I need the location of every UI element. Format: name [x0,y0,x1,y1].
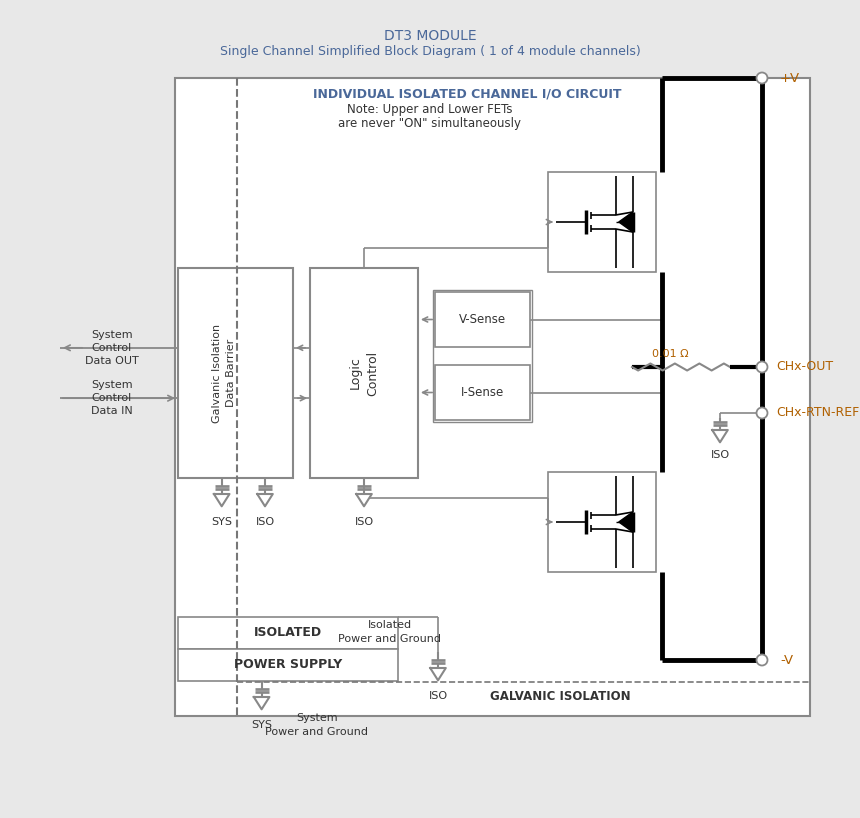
Circle shape [757,654,767,666]
Text: GALVANIC ISOLATION: GALVANIC ISOLATION [489,690,630,703]
Text: System
Power and Ground: System Power and Ground [265,713,368,736]
Text: SYS: SYS [251,720,272,730]
Polygon shape [430,668,445,681]
Text: ISO: ISO [354,517,373,527]
Text: ISO: ISO [255,517,274,527]
FancyBboxPatch shape [435,365,530,420]
Text: I-Sense: I-Sense [461,386,504,399]
FancyBboxPatch shape [178,617,398,649]
FancyBboxPatch shape [178,649,398,681]
Circle shape [757,362,767,372]
Circle shape [757,407,767,419]
Text: 0.01 Ω: 0.01 Ω [652,349,688,359]
Text: Note: Upper and Lower FETs: Note: Upper and Lower FETs [347,104,513,116]
FancyBboxPatch shape [178,268,293,478]
Text: SYS: SYS [212,517,232,527]
Text: CHx-OUT: CHx-OUT [776,361,833,374]
Text: Galvanic Isolation
Data Barrier: Galvanic Isolation Data Barrier [212,323,236,423]
Text: ISOLATED: ISOLATED [254,627,322,640]
FancyBboxPatch shape [175,78,810,716]
FancyBboxPatch shape [548,172,656,272]
Polygon shape [618,212,633,232]
Text: Single Channel Simplified Block Diagram ( 1 of 4 module channels): Single Channel Simplified Block Diagram … [219,46,641,59]
Polygon shape [254,697,269,709]
Polygon shape [712,430,728,443]
Text: System
Control
Data OUT: System Control Data OUT [85,330,138,366]
FancyBboxPatch shape [435,292,530,347]
Polygon shape [257,494,273,506]
Text: INDIVIDUAL ISOLATED CHANNEL I/O CIRCUIT: INDIVIDUAL ISOLATED CHANNEL I/O CIRCUIT [313,88,621,101]
Text: -V: -V [780,654,793,667]
FancyBboxPatch shape [548,472,656,572]
Text: ISO: ISO [710,450,729,460]
Text: are never "ON" simultaneously: are never "ON" simultaneously [339,118,521,131]
Polygon shape [618,512,633,532]
Text: V-Sense: V-Sense [459,313,506,326]
Text: +V: +V [780,71,800,84]
Polygon shape [356,494,372,506]
Text: POWER SUPPLY: POWER SUPPLY [234,658,342,672]
Polygon shape [214,494,230,506]
Circle shape [757,73,767,83]
Text: Isolated
Power and Ground: Isolated Power and Ground [339,620,441,644]
Text: Logic
Control: Logic Control [349,350,379,396]
Text: System
Control
Data IN: System Control Data IN [91,380,133,416]
Text: CHx-RTN-REF: CHx-RTN-REF [776,407,859,420]
Text: DT3 MODULE: DT3 MODULE [384,29,476,43]
Text: ISO: ISO [428,691,447,701]
FancyBboxPatch shape [310,268,418,478]
